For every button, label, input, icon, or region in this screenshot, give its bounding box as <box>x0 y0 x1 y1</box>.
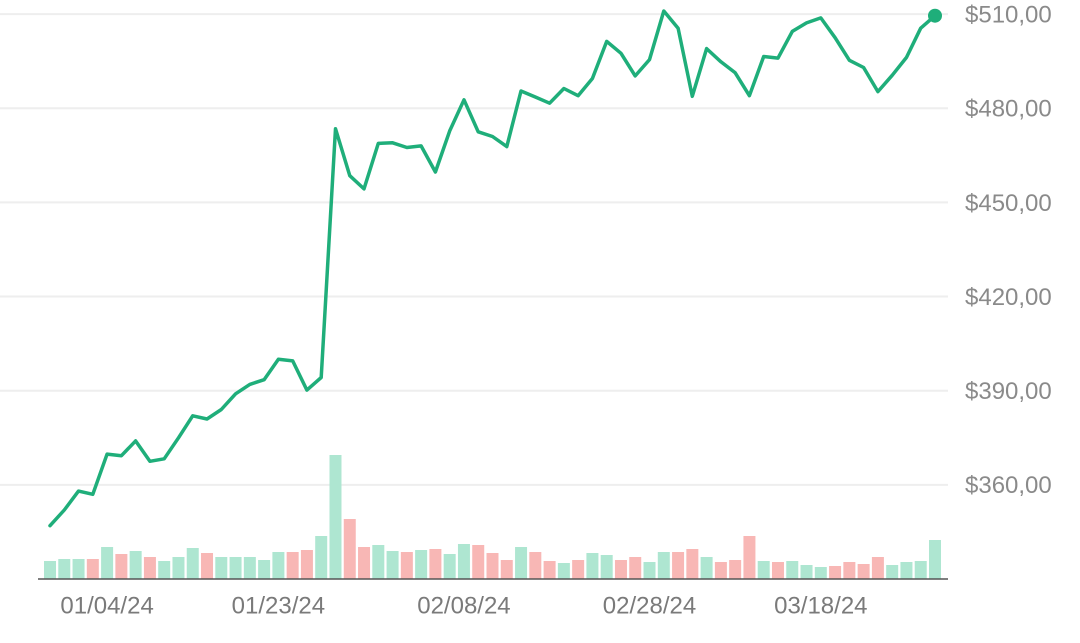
volume-bar <box>443 554 456 579</box>
volume-bar <box>572 560 585 579</box>
volume-bar <box>201 553 214 579</box>
volume-bar <box>929 540 941 579</box>
volume-bar <box>415 550 428 579</box>
volume-bar <box>386 551 399 579</box>
volume-bar <box>129 551 142 579</box>
volume-bar <box>586 553 599 579</box>
volume-bar <box>472 545 485 579</box>
y-tick-label: $360,00 <box>965 472 1052 499</box>
volume-bar <box>686 549 699 579</box>
price-line <box>48 9 937 528</box>
volume-bar <box>243 557 256 579</box>
volume-bar <box>629 557 642 579</box>
volume-bar <box>814 567 827 579</box>
volume-bar <box>886 565 899 579</box>
x-tick-label: 01/04/24 <box>60 592 153 619</box>
volume-bar <box>272 552 285 579</box>
volume-bar <box>714 562 727 579</box>
volume-bar <box>215 557 228 579</box>
x-tick-label: 01/23/24 <box>232 592 325 619</box>
volume-bar <box>515 547 528 579</box>
volume-bar <box>172 557 185 579</box>
volume-bar <box>500 560 513 579</box>
volume-bar <box>258 560 271 579</box>
volume-bar <box>400 552 413 579</box>
volume-bar <box>757 561 770 579</box>
y-tick-label: $450,00 <box>965 190 1052 217</box>
volume-bar <box>429 549 442 579</box>
volume-bar <box>457 544 470 579</box>
volume-bar <box>600 555 613 579</box>
volume-bar <box>900 562 913 579</box>
x-tick-label: 02/28/24 <box>603 592 696 619</box>
volume-bar <box>529 552 542 579</box>
volume-bar <box>857 564 870 579</box>
volume-bar <box>101 547 114 579</box>
volume-bar <box>871 557 884 579</box>
volume-bar <box>329 455 342 579</box>
volume-bar <box>86 559 99 579</box>
volume-bar <box>914 561 927 579</box>
y-tick-label: $480,00 <box>965 96 1052 123</box>
volume-bar <box>115 554 128 579</box>
volume-bar <box>672 552 685 579</box>
volume-bar <box>186 548 199 579</box>
volume-bar <box>843 562 856 579</box>
volume-bar <box>143 557 156 579</box>
volume-bar <box>343 519 356 579</box>
last-point <box>928 8 942 23</box>
y-tick-label: $510,00 <box>965 1 1052 28</box>
volume-bar <box>358 547 371 579</box>
volume-bar <box>729 560 742 579</box>
volume-bar <box>557 563 570 579</box>
volume-bar <box>771 562 784 579</box>
volume-bar <box>315 536 328 579</box>
volume-bar <box>229 557 242 579</box>
volume-bar <box>700 557 713 579</box>
volume-bar <box>786 561 799 579</box>
volume-bar <box>829 566 842 579</box>
volume-bar <box>286 552 299 579</box>
volume-bar <box>44 561 56 579</box>
x-tick-label: 03/18/24 <box>774 592 867 619</box>
volume-bar <box>800 565 813 579</box>
volume-bar <box>372 545 385 579</box>
volume-bar <box>614 560 627 579</box>
y-tick-label: $420,00 <box>965 284 1052 311</box>
volume-bar <box>543 561 556 579</box>
volume-bar <box>300 550 313 579</box>
x-tick-label: 02/08/24 <box>417 592 510 619</box>
volume-bar <box>743 536 756 579</box>
volume-bar <box>657 552 670 579</box>
volume-bar <box>158 561 171 579</box>
volume-bar <box>486 553 499 579</box>
y-tick-label: $390,00 <box>965 378 1052 405</box>
volume-bar <box>643 562 656 579</box>
volume-bar <box>58 559 71 579</box>
volume-bar <box>72 559 85 579</box>
